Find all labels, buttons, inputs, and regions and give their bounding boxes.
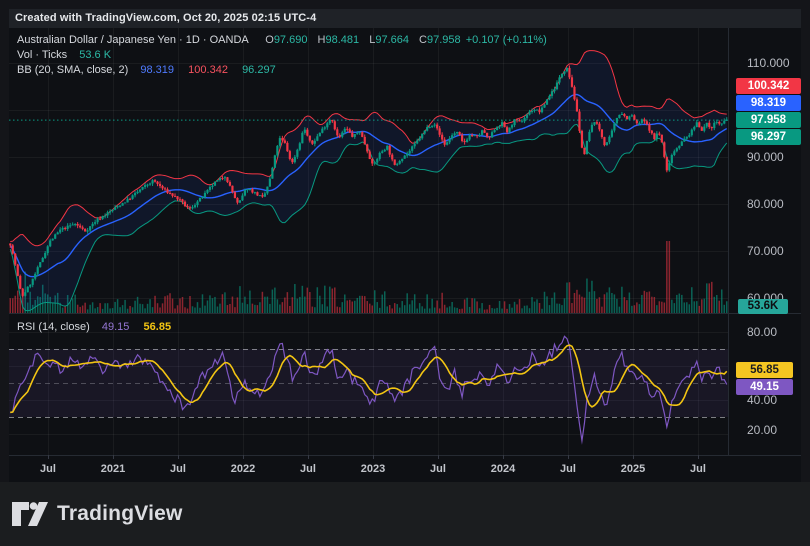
rsi-title: RSI (14, close): [17, 321, 90, 333]
time-axis-label: 2021: [100, 463, 126, 475]
time-axis-label: Jul: [40, 463, 56, 475]
time-axis-label: Jul: [430, 463, 446, 475]
price-axis-border: [728, 28, 729, 455]
price-axis-label: 90.000: [747, 150, 784, 164]
volume-title: Vol · Ticks: [17, 49, 68, 61]
time-axis-label: Jul: [690, 463, 706, 475]
volume-badge: 53.6K: [738, 299, 788, 314]
attribution-bar: Created with TradingView.com, Oct 20, 20…: [9, 9, 801, 28]
bollinger-title: BB (20, SMA, close, 2): [17, 64, 129, 76]
time-axis-tick: [243, 455, 244, 459]
time-axis-label: Jul: [170, 463, 186, 475]
bb-basis-value: 98.319: [140, 64, 175, 76]
time-axis-label: 2022: [230, 463, 256, 475]
price-chart-canvas[interactable]: [9, 28, 728, 455]
rsi-value: 49.15: [101, 321, 130, 333]
time-axis-tick: [48, 455, 49, 459]
price-axis-label: 80.000: [747, 197, 784, 211]
volume-value: 53.6 K: [79, 49, 112, 61]
volume-legend-row[interactable]: Vol · Ticks 53.6 K: [17, 48, 549, 63]
time-axis-tick: [633, 455, 634, 459]
time-axis-tick: [568, 455, 569, 459]
footer-bar: TradingView: [0, 482, 810, 546]
time-axis-tick: [503, 455, 504, 459]
bb-lower-value: 96.297: [242, 64, 276, 76]
rsi-ma-value: 56.85: [143, 321, 172, 333]
time-axis-label: 2024: [490, 463, 516, 475]
high-value: 98.481: [325, 34, 360, 46]
high-label: H: [317, 34, 326, 46]
symbol-legend-row[interactable]: Australian Dollar / Japanese Yen · 1D · …: [17, 33, 549, 48]
bb-lower-badge: 96.297: [736, 129, 801, 145]
time-axis-tick: [308, 455, 309, 459]
price-axis-label: 110.000: [747, 56, 790, 70]
rsi-ma-badge: 56.85: [736, 362, 793, 378]
time-axis-border[interactable]: [9, 455, 801, 456]
rsi-axis-label: 20.00: [747, 423, 778, 437]
time-axis-tick: [113, 455, 114, 459]
time-axis-tick: [373, 455, 374, 459]
bb-upper-value: 100.342: [188, 64, 228, 76]
rsi-value-badge: 49.15: [736, 379, 793, 395]
close-label: C: [419, 34, 427, 46]
time-axis-label: Jul: [560, 463, 576, 475]
time-axis-tick: [698, 455, 699, 459]
open-label: O: [265, 34, 274, 46]
pane-divider[interactable]: [9, 313, 801, 314]
time-axis[interactable]: Jul 2021 Jul 2022 Jul 2023 Jul 2024 Jul 2025 Jul: [9, 455, 801, 482]
bb-basis-badge: 98.319: [736, 95, 801, 111]
rsi-legend-row[interactable]: RSI (14, close) 49.15 56.85: [17, 320, 173, 335]
time-axis-label: 2025: [620, 463, 646, 475]
brand-name[interactable]: TradingView: [57, 502, 183, 525]
bb-upper-badge: 100.342: [736, 78, 801, 94]
tradingview-logo-icon[interactable]: [12, 501, 48, 527]
time-axis-tick: [438, 455, 439, 459]
time-axis-tick: [178, 455, 179, 459]
rsi-axis-label: 80.00: [747, 325, 778, 339]
symbol-title: Australian Dollar / Japanese Yen · 1D · …: [17, 34, 249, 46]
last-price-badge: 97.958: [736, 112, 801, 128]
rsi-legend: RSI (14, close) 49.15 56.85: [17, 320, 173, 335]
change-value: +0.107 (+0.11%): [465, 34, 547, 46]
low-value: 97.664: [375, 34, 409, 46]
chart-panel: Australian Dollar / Japanese Yen · 1D · …: [9, 28, 801, 482]
bollinger-legend-row[interactable]: BB (20, SMA, close, 2) 98.319 100.342 96…: [17, 63, 549, 78]
close-value: 97.958: [427, 34, 461, 46]
time-axis-label: Jul: [300, 463, 316, 475]
price-axis-label: 70.000: [747, 244, 784, 258]
open-value: 97.690: [273, 34, 308, 46]
indicator-legend: Australian Dollar / Japanese Yen · 1D · …: [17, 33, 549, 78]
time-axis-label: 2023: [360, 463, 386, 475]
rsi-axis-label: 40.00: [747, 393, 778, 407]
low-label: L: [369, 34, 376, 46]
